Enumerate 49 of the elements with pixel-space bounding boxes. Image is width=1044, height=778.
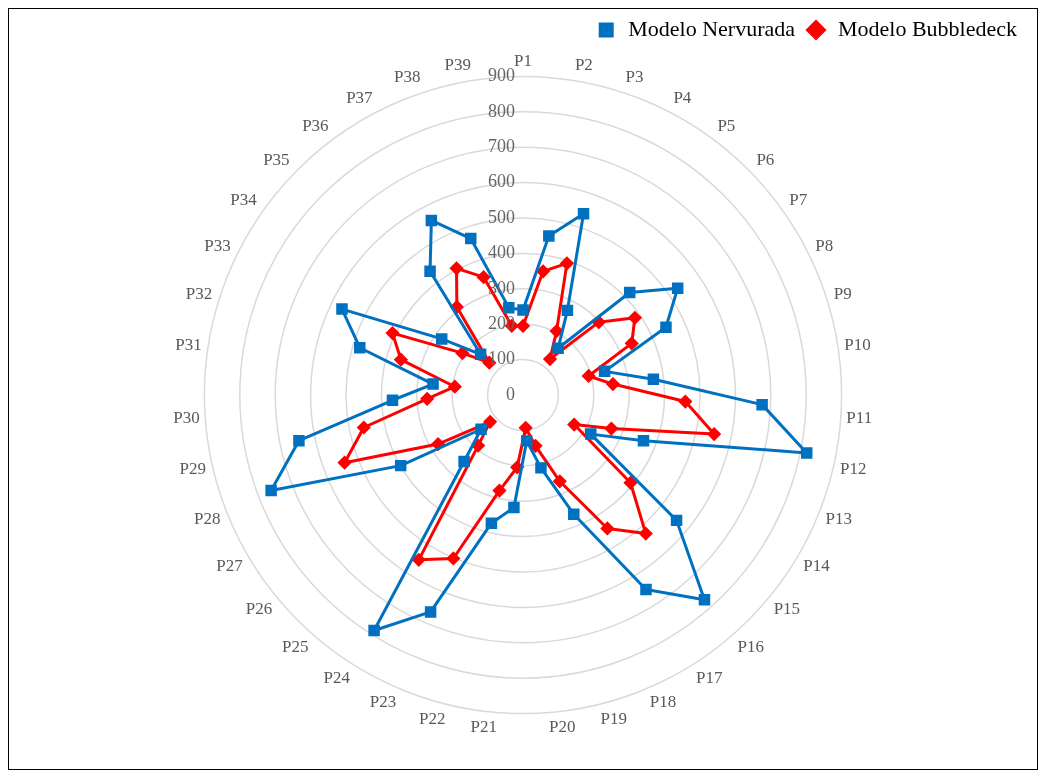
spoke-label: P29 bbox=[179, 459, 206, 479]
spoke-label: P28 bbox=[193, 509, 221, 529]
y-tick-label: 500 bbox=[488, 206, 515, 227]
spoke-label: P6 bbox=[756, 150, 775, 170]
spoke-label: P13 bbox=[825, 509, 853, 529]
y-tick-label: 700 bbox=[488, 135, 515, 156]
spoke-label: P21 bbox=[470, 717, 497, 737]
spoke-label: P33 bbox=[204, 235, 231, 255]
spoke-label: P38 bbox=[394, 67, 421, 87]
spoke-label: P10 bbox=[844, 335, 871, 355]
spoke-label: P9 bbox=[833, 284, 852, 304]
y-tick-label: 0 bbox=[506, 383, 515, 404]
spoke-label: P36 bbox=[302, 115, 329, 135]
spoke-label: P16 bbox=[737, 636, 765, 656]
spoke-label: P24 bbox=[323, 668, 351, 688]
y-tick-label: 600 bbox=[488, 171, 515, 192]
spoke-label: P1 bbox=[514, 50, 532, 70]
spoke-label: P4 bbox=[673, 87, 692, 107]
y-tick-label: 100 bbox=[488, 348, 515, 369]
y-tick-label: 900 bbox=[488, 65, 515, 86]
spoke-label: P26 bbox=[245, 599, 273, 619]
spoke-label: P18 bbox=[649, 692, 677, 712]
spoke-label: P2 bbox=[574, 54, 593, 74]
spoke-label: P34 bbox=[230, 190, 258, 210]
spoke-label: P14 bbox=[803, 556, 831, 576]
spoke-label: P5 bbox=[717, 115, 736, 135]
spoke-label: P35 bbox=[263, 150, 290, 170]
spoke-label: P37 bbox=[346, 87, 374, 107]
legend-label: Modelo Nervurada bbox=[628, 15, 796, 41]
y-tick-label: 400 bbox=[488, 242, 515, 263]
spoke-label: P27 bbox=[216, 556, 244, 576]
spoke-label: P25 bbox=[281, 636, 309, 656]
spoke-label: P23 bbox=[369, 692, 397, 712]
spoke-label: P7 bbox=[789, 190, 808, 210]
spoke-label: P30 bbox=[173, 407, 200, 427]
spoke-label: P15 bbox=[773, 599, 801, 619]
spoke-label: P12 bbox=[840, 459, 867, 479]
spoke-label: P32 bbox=[185, 284, 213, 304]
spoke-label: P11 bbox=[846, 407, 873, 427]
spoke-label: P3 bbox=[625, 67, 644, 87]
spoke-label: P20 bbox=[549, 717, 576, 737]
legend-label: Modelo Bubbledeck bbox=[837, 15, 1018, 41]
spoke-label: P19 bbox=[600, 708, 627, 728]
spoke-label: P31 bbox=[175, 335, 202, 355]
spoke-label: P17 bbox=[695, 668, 723, 688]
spoke-label: P8 bbox=[815, 235, 834, 255]
spoke-label: P22 bbox=[419, 708, 446, 728]
y-tick-label: 800 bbox=[488, 100, 515, 121]
spoke-label: P39 bbox=[444, 54, 472, 74]
